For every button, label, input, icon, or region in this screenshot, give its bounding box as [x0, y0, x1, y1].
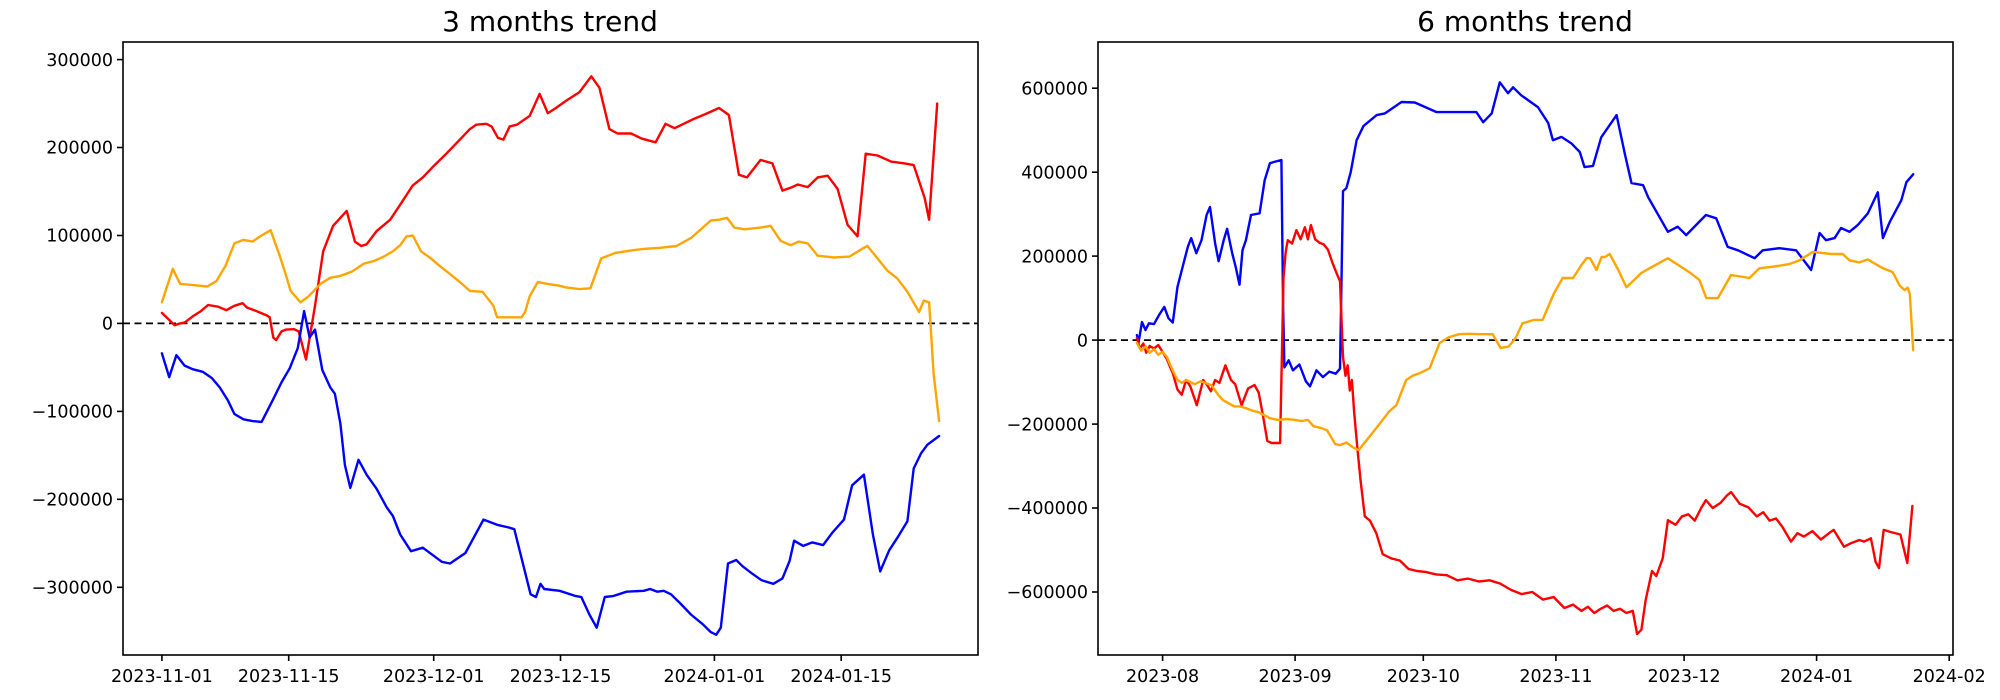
axes-frame — [1097, 41, 1954, 656]
x-tick-label: 2024-01-15 — [790, 667, 892, 687]
x-tick-label: 2024-01-01 — [664, 667, 766, 687]
y-tick-label: 200000 — [46, 139, 113, 159]
y-tick-label: −100000 — [32, 403, 113, 423]
x-tick-label: 2024-02 — [1913, 667, 1986, 687]
x-tick-label: 2023-12-01 — [383, 667, 485, 687]
y-tick-label: −200000 — [1007, 415, 1088, 435]
y-tick-label: 200000 — [1021, 247, 1088, 267]
series-line-orange — [1135, 250, 1915, 452]
x-tick-label: 2023-11 — [1519, 667, 1592, 687]
chart-title-6-months: 6 months trend — [1417, 5, 1633, 38]
series-line-red — [160, 75, 939, 361]
y-tick-label: 100000 — [46, 227, 113, 247]
chart-3-months-trend: 3 months trend 300000 200000 100000 0 −10000… — [32, 5, 979, 687]
y-tick-label: −300000 — [32, 579, 113, 599]
y-tick-label: −200000 — [32, 491, 113, 511]
y-tick-label: 0 — [1077, 331, 1088, 351]
y-tick-label: 400000 — [1021, 163, 1088, 183]
y-tick-label: 0 — [102, 315, 113, 335]
x-tick-label: 2024-01 — [1780, 667, 1853, 687]
chart-6-months-trend: 6 months trend 600000 400000 200000 0 −20000… — [1007, 5, 1986, 687]
y-tick-label: 600000 — [1021, 79, 1088, 99]
chart-title-3-months: 3 months trend — [442, 5, 658, 38]
x-tick-label: 2023-11-01 — [111, 667, 213, 687]
y-tick-label: −400000 — [1007, 499, 1088, 519]
x-tick-label: 2023-08 — [1126, 667, 1199, 687]
series-line-orange — [160, 216, 941, 423]
x-tick-label: 2023-10 — [1387, 667, 1460, 687]
x-tick-label: 2023-12 — [1648, 667, 1721, 687]
y-tick-label: −600000 — [1007, 583, 1088, 603]
axes-frame — [122, 41, 979, 656]
x-tick-label: 2023-11-15 — [238, 667, 340, 687]
x-tick-label: 2023-09 — [1259, 667, 1332, 687]
x-tick-label: 2023-12-15 — [510, 667, 612, 687]
series-line-blue — [160, 309, 941, 636]
series-line-red — [1135, 223, 1914, 636]
y-tick-label: 300000 — [46, 51, 113, 71]
series-line-blue — [1135, 81, 1915, 388]
